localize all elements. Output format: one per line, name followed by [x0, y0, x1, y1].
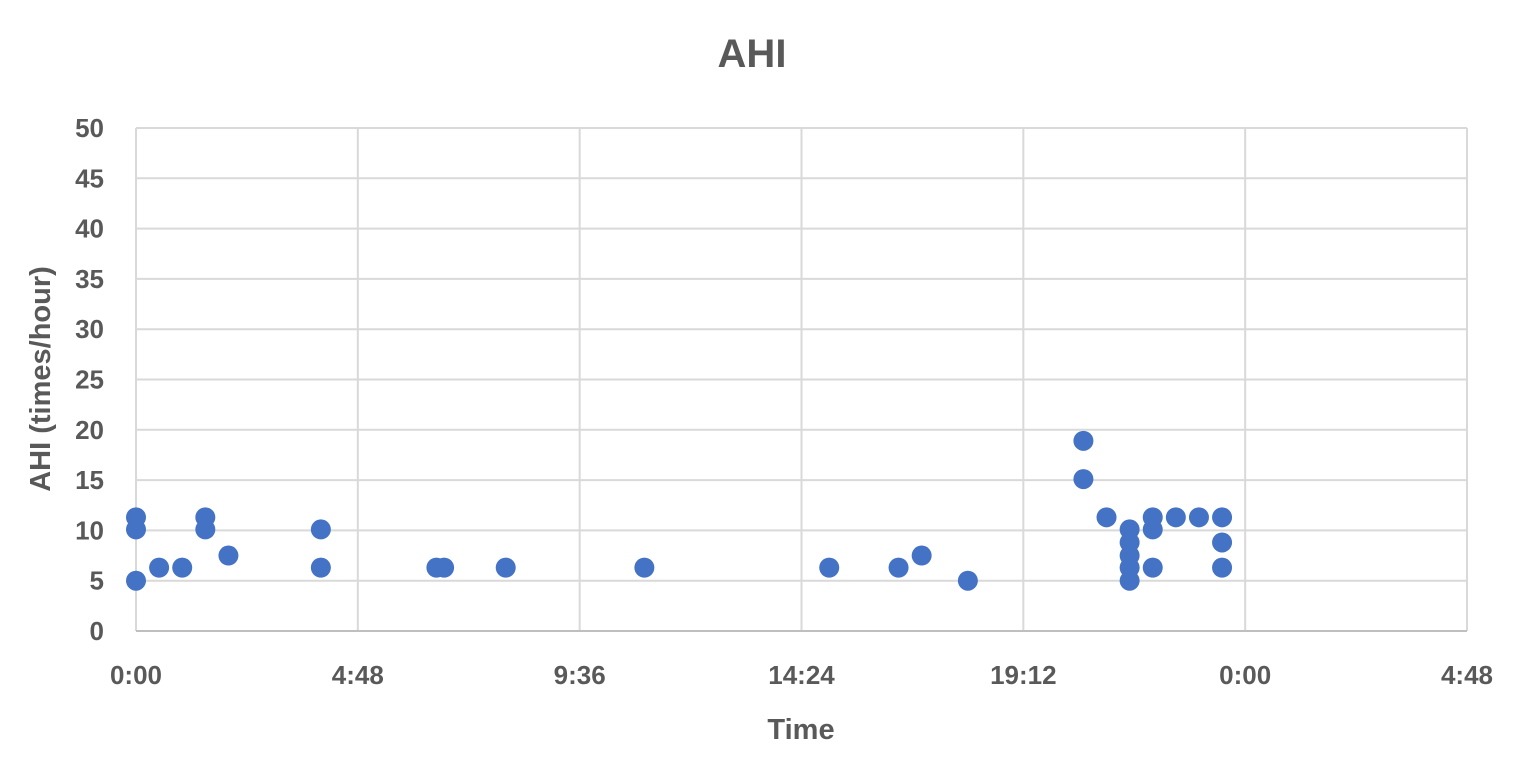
y-tick-label: 35 [75, 264, 104, 294]
data-point [495, 557, 516, 578]
x-tick-label: 19:12 [990, 660, 1057, 690]
x-tick-label: 0:00 [1219, 660, 1271, 690]
data-point [1212, 532, 1233, 553]
x-tick-label: 14:24 [768, 660, 835, 690]
y-tick-label: 10 [75, 515, 104, 545]
x-tick-label: 0:00 [110, 660, 162, 690]
data-point [819, 557, 840, 578]
data-point [310, 519, 331, 540]
data-point [172, 557, 193, 578]
data-point [218, 545, 239, 566]
grid-lines [135, 127, 1468, 631]
data-point [957, 570, 978, 591]
y-tick-label: 25 [75, 365, 104, 395]
data-point [1073, 430, 1094, 451]
data-point [1188, 507, 1209, 528]
y-axis-label: AHI (times/hour) [25, 266, 57, 492]
data-point [1096, 507, 1117, 528]
y-tick-label: 20 [75, 415, 104, 445]
data-point [126, 519, 146, 540]
x-tick-label: 4:48 [1441, 660, 1493, 690]
y-tick-label: 30 [75, 314, 104, 344]
data-point [1142, 519, 1163, 540]
data-point [126, 570, 146, 591]
x-tick-label: 4:48 [332, 660, 384, 690]
data-point [1212, 507, 1233, 528]
data-point [911, 545, 932, 566]
y-tick-label: 0 [90, 616, 104, 646]
y-tick-labels: 0 5 10 15 20 25 30 35 40 45 50 [75, 113, 104, 646]
y-tick-label: 45 [75, 163, 104, 193]
data-points [126, 430, 1233, 591]
x-tick-label: 9:36 [554, 660, 606, 690]
y-tick-label: 40 [75, 214, 104, 244]
data-point [1142, 557, 1163, 578]
data-point [888, 557, 909, 578]
data-point [195, 519, 216, 540]
y-tick-label: 15 [75, 465, 104, 495]
data-point [149, 557, 170, 578]
data-point [634, 557, 655, 578]
y-tick-label: 50 [75, 113, 104, 143]
data-point [310, 557, 331, 578]
data-point [1165, 507, 1186, 528]
data-point [1119, 570, 1140, 591]
chart-title: AHI [718, 32, 787, 76]
y-tick-label: 5 [90, 566, 104, 596]
data-point [1212, 557, 1233, 578]
data-point [1073, 469, 1094, 490]
data-point [434, 557, 455, 578]
x-axis-label: Time [767, 714, 834, 746]
x-tick-labels: 0:00 4:48 9:36 14:24 19:12 0:00 4:48 [110, 660, 1493, 690]
